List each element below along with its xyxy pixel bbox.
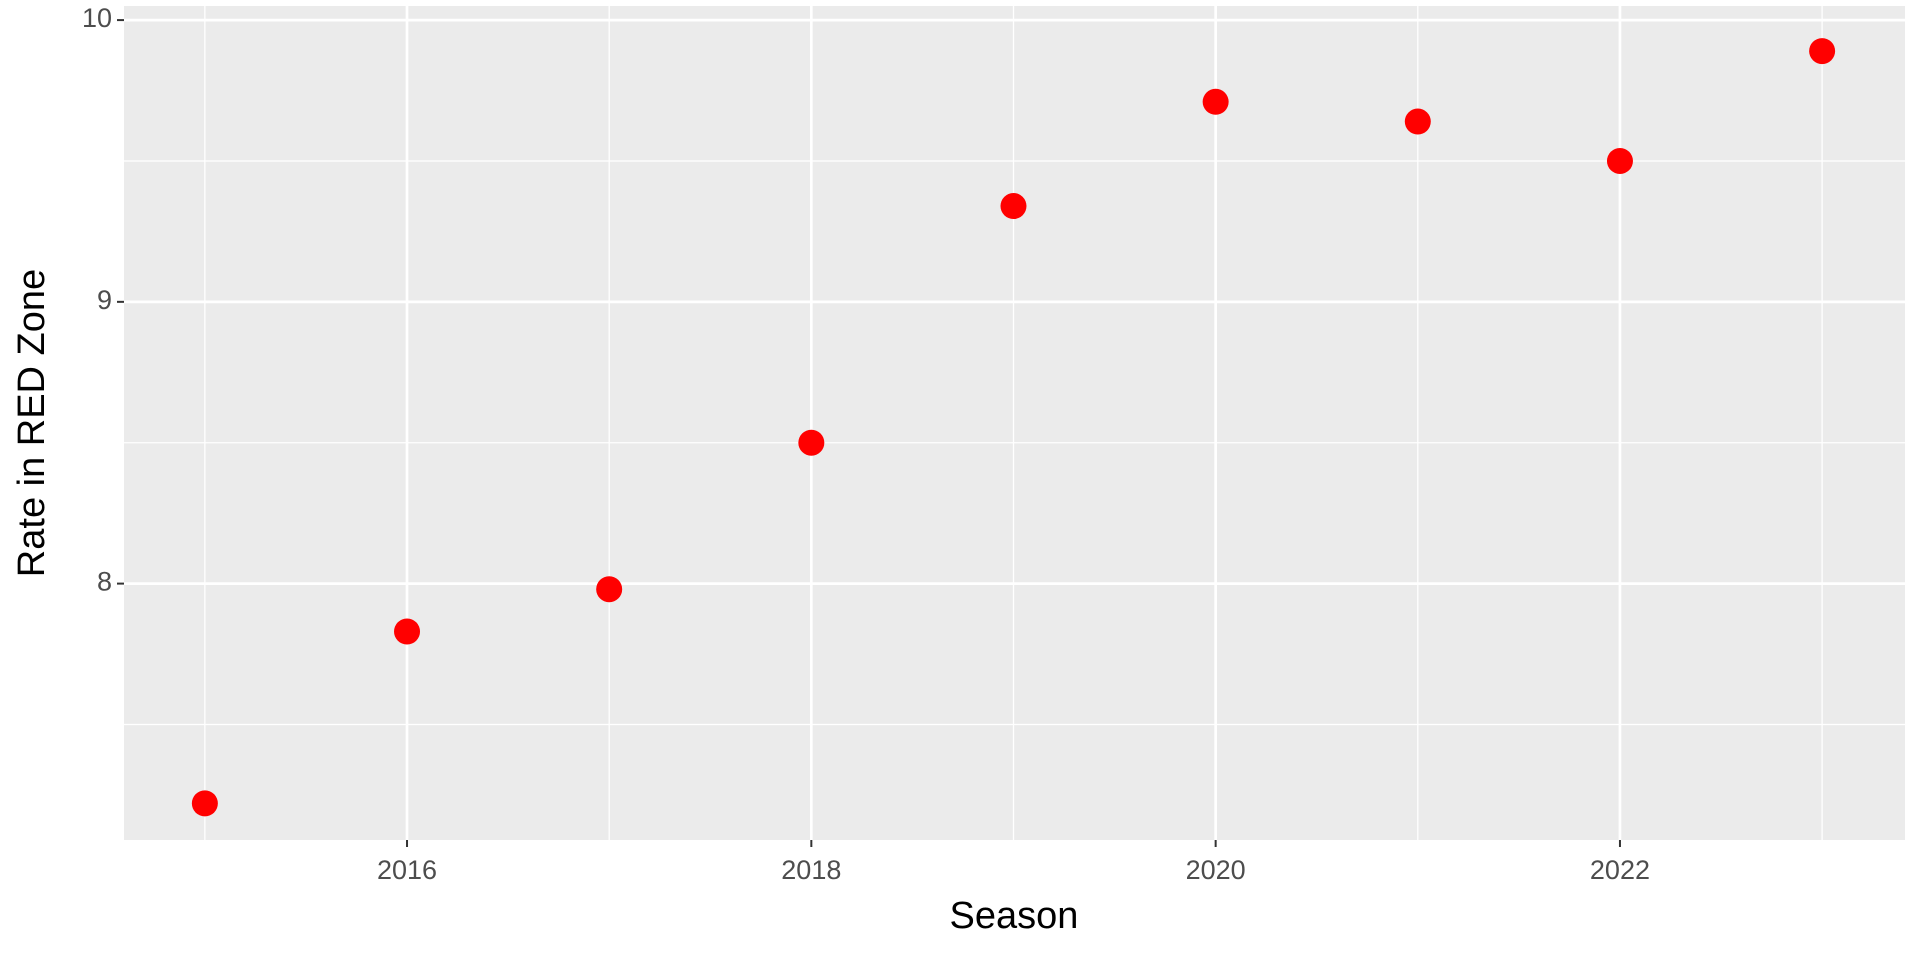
x-tick-label: 2018 (781, 855, 841, 885)
point (394, 618, 421, 645)
x-tick-label: 2022 (1590, 855, 1650, 885)
y-axis-title: Rate in RED Zone (11, 269, 53, 577)
x-tick-label: 2016 (377, 855, 437, 885)
point (1202, 88, 1229, 115)
y-tick-label: 9 (97, 285, 112, 315)
point (191, 790, 218, 817)
point (1606, 147, 1633, 174)
x-tick-label: 2020 (1186, 855, 1246, 885)
plot-panel (124, 6, 1905, 840)
y-tick-label: 8 (97, 567, 112, 597)
point (596, 576, 623, 603)
point (798, 429, 825, 456)
point (1404, 108, 1431, 135)
y-tick-label: 10 (82, 3, 112, 33)
x-axis-title: Season (950, 895, 1079, 937)
point (1809, 38, 1836, 65)
point (1000, 193, 1027, 220)
